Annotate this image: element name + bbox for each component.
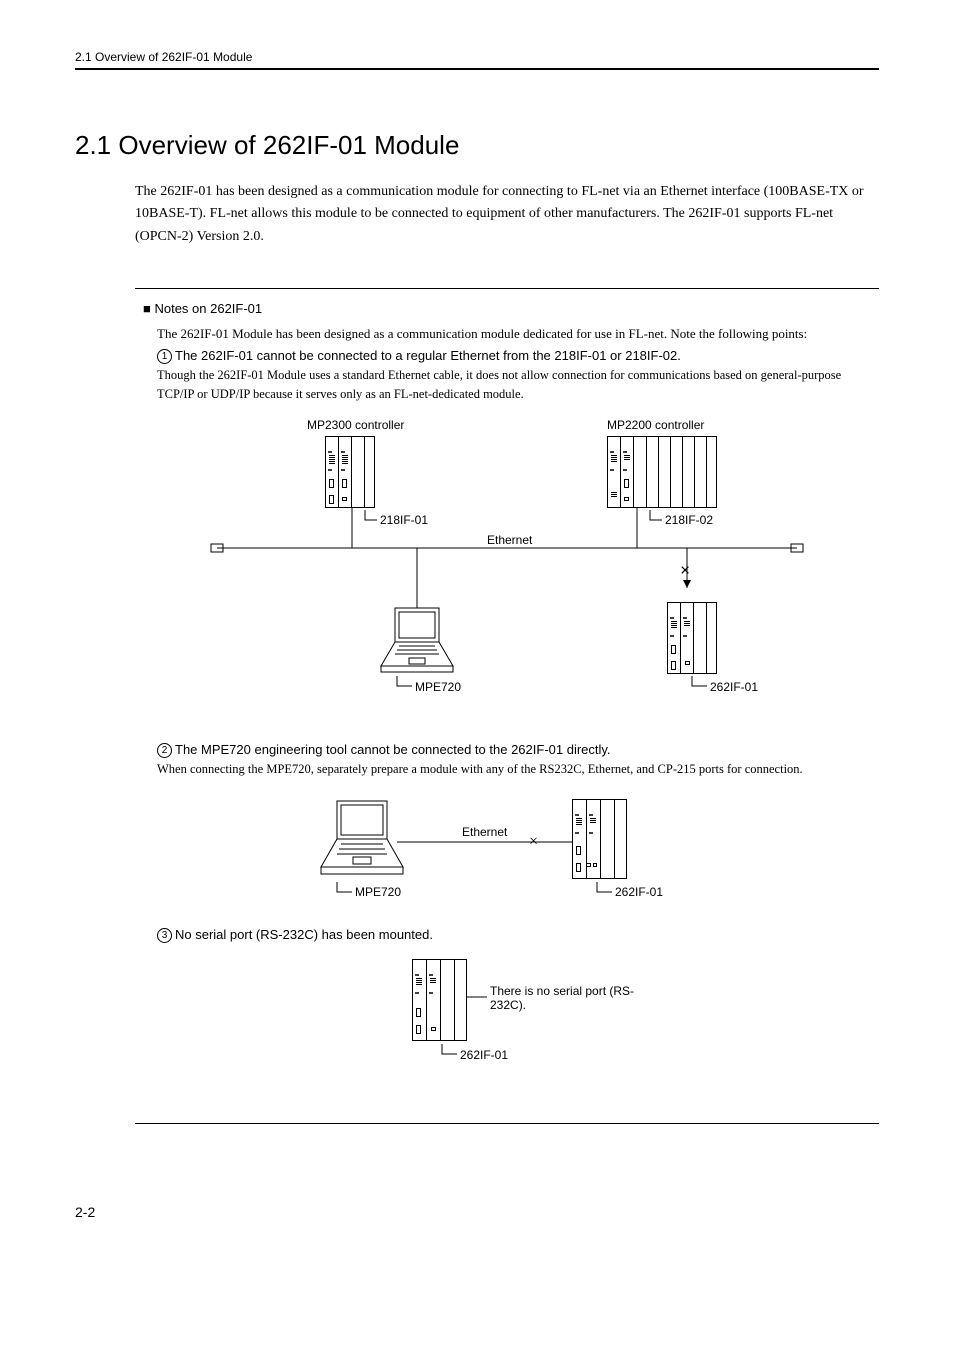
- mp2200-module-icon: [607, 436, 717, 508]
- label-no-serial: There is no serial port (RS-232C).: [490, 984, 640, 1012]
- notes-title: Notes on 262IF-01: [143, 301, 879, 316]
- note-item-3: 3No serial port (RS-232C) has been mount…: [157, 927, 879, 943]
- diagram-2: MPE720 Ethernet × 262IF-01: [267, 787, 747, 917]
- note3-heading: No serial port (RS-232C) has been mounte…: [175, 927, 433, 942]
- circled-2-icon: 2: [157, 743, 172, 758]
- label-218if01: 218IF-01: [380, 513, 428, 527]
- diagram-3: There is no serial port (RS-232C). 262IF…: [327, 949, 687, 1089]
- label-ethernet-d1: Ethernet: [487, 533, 532, 547]
- notes-intro: The 262IF-01 Module has been designed as…: [157, 326, 879, 342]
- diagram-1: MP2300 controller MP2200 controller: [197, 418, 817, 728]
- note1-heading: The 262IF-01 cannot be connected to a re…: [175, 348, 681, 363]
- 262if01-module-icon-d1: [667, 602, 717, 674]
- intro-paragraph: The 262IF-01 has been designed as a comm…: [135, 181, 879, 248]
- page-number: 2-2: [75, 1204, 879, 1220]
- note2-body: When connecting the MPE720, separately p…: [157, 760, 879, 779]
- running-header: 2.1 Overview of 262IF-01 Module: [75, 50, 879, 70]
- label-262if01-d2: 262IF-01: [615, 885, 663, 899]
- label-mp2200: MP2200 controller: [607, 418, 704, 432]
- x-mark-icon-d2: ×: [529, 833, 538, 851]
- circled-3-icon: 3: [157, 928, 172, 943]
- note-item-1: 1The 262IF-01 cannot be connected to a r…: [157, 348, 879, 404]
- label-262if01-d3: 262IF-01: [460, 1048, 508, 1062]
- label-mpe720-d1: MPE720: [415, 680, 461, 694]
- label-ethernet-d2: Ethernet: [462, 825, 507, 839]
- 262if01-module-icon-d3: [412, 959, 467, 1041]
- note1-body: Though the 262IF-01 Module uses a standa…: [157, 366, 879, 404]
- notes-box: Notes on 262IF-01 The 262IF-01 Module ha…: [135, 288, 879, 1123]
- note2-heading: The MPE720 engineering tool cannot be co…: [175, 742, 611, 757]
- section-title: 2.1 Overview of 262IF-01 Module: [75, 130, 879, 161]
- circled-1-icon: 1: [157, 349, 172, 364]
- mp2300-module-icon: [325, 436, 375, 508]
- x-mark-icon: ×: [680, 560, 690, 581]
- label-mpe720-d2: MPE720: [355, 885, 401, 899]
- 262if01-module-icon-d2: [572, 799, 627, 879]
- note-item-2: 2The MPE720 engineering tool cannot be c…: [157, 742, 879, 779]
- label-218if02: 218IF-02: [665, 513, 713, 527]
- label-mp2300: MP2300 controller: [307, 418, 404, 432]
- label-262if01-d1: 262IF-01: [710, 680, 758, 694]
